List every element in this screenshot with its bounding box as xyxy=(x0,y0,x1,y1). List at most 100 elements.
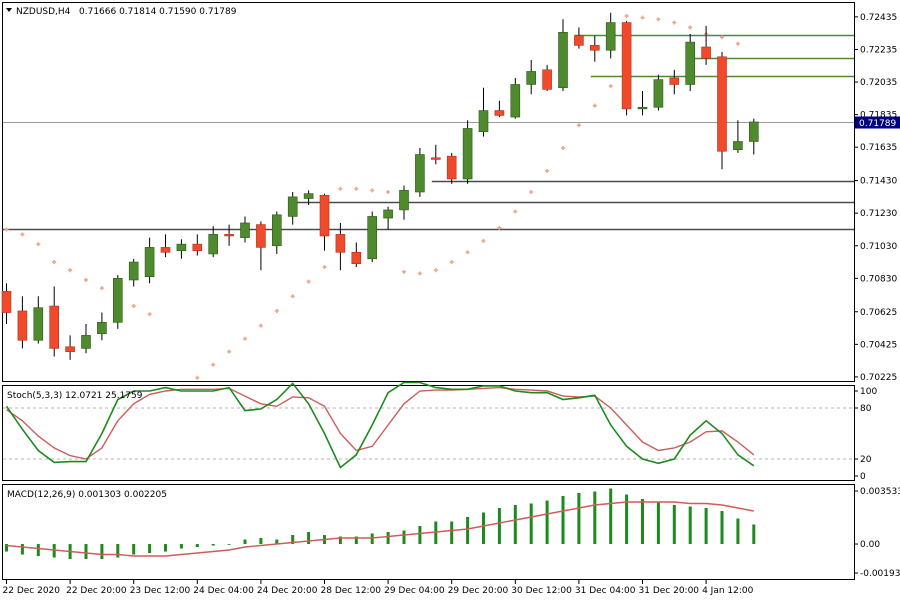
sar-point xyxy=(720,35,724,40)
price-tick-label: 0.72035 xyxy=(860,78,897,88)
sar-point xyxy=(465,250,470,255)
ohlc-readout: 0.71666 0.71814 0.71590 0.71789 xyxy=(79,7,237,17)
time-tick-label: 23 Dec 12:00 xyxy=(130,586,191,596)
stochastic-plot xyxy=(3,381,854,469)
macd-histogram-bar xyxy=(688,506,692,545)
stochastic-signal-line xyxy=(6,386,755,460)
sar-point xyxy=(99,286,104,291)
sar-point xyxy=(497,225,502,230)
sar-point xyxy=(68,268,73,273)
sar-point xyxy=(640,15,645,20)
current-price-badge xyxy=(855,116,900,129)
macd-histogram-bar xyxy=(211,544,215,546)
bear-candle xyxy=(589,45,600,51)
macd-histogram-bar xyxy=(672,505,676,545)
macd-histogram-bar xyxy=(577,492,581,545)
price-tick-label: 0.71635 xyxy=(860,143,897,153)
price-tick-label: 0.70425 xyxy=(860,340,897,350)
bull-candle xyxy=(271,214,282,247)
bear-candle xyxy=(717,56,727,152)
bull-candle xyxy=(478,110,489,133)
macd-histogram-bar xyxy=(52,544,56,558)
bear-candle xyxy=(224,234,234,237)
sar-point xyxy=(84,277,88,282)
sar-point xyxy=(4,227,9,232)
sar-point xyxy=(36,242,41,247)
sar-point xyxy=(624,14,629,19)
bull-candle xyxy=(462,128,473,180)
bull-candle xyxy=(383,209,393,219)
macd-histogram-bar xyxy=(593,491,597,545)
time-axis: 22 Dec 2020 22 Dec 20:00 23 Dec 12:00 24 De… xyxy=(3,580,754,596)
time-tick-label: 28 Dec 12:00 xyxy=(321,586,382,596)
stochastic-axis: 100 80 20 0 xyxy=(854,387,877,482)
macd-histogram-bar xyxy=(529,503,533,545)
macd-histogram-bar xyxy=(243,539,247,545)
stochastic-tick-label: 100 xyxy=(860,387,877,397)
time-tick-label: 31 Dec 20:00 xyxy=(639,586,700,596)
sar-point xyxy=(608,84,613,89)
bull-candle xyxy=(208,234,218,255)
macd-tick-label: 0.003533 xyxy=(860,487,900,497)
bear-candle xyxy=(494,110,505,116)
bull-candle xyxy=(399,190,409,211)
price-tick-label: 0.70830 xyxy=(860,274,897,284)
macd-tick-label: -0.001933 xyxy=(860,569,900,579)
macd-histogram-bar xyxy=(291,535,295,545)
bull-candle xyxy=(287,196,298,217)
bull-candle xyxy=(176,243,187,251)
macd-histogram-bar xyxy=(307,532,311,545)
sar-point xyxy=(243,336,247,341)
macd-histogram-bar xyxy=(179,544,183,549)
macd-histogram-bar xyxy=(720,511,724,545)
sar-point xyxy=(258,323,263,328)
bear-candle xyxy=(542,69,552,90)
macd-tick-label: 0.00 xyxy=(860,540,880,550)
macd-histogram-bar xyxy=(656,502,660,545)
chart-menu-triangle-icon[interactable] xyxy=(6,8,12,12)
price-panel[interactable] xyxy=(2,2,855,382)
sar-point xyxy=(735,41,740,46)
bear-candle xyxy=(621,22,632,110)
bull-candle xyxy=(605,22,616,51)
sar-point xyxy=(449,260,454,265)
macd-label: MACD(12,26,9) 0.001303 0.002205 xyxy=(7,490,167,500)
sar-point xyxy=(338,186,343,191)
macd-histogram-bar xyxy=(275,539,279,545)
bear-candle xyxy=(160,247,171,253)
bull-candle xyxy=(637,106,648,110)
macd-histogram-bar xyxy=(513,505,517,545)
price-tick-label: 0.71030 xyxy=(860,242,897,252)
bear-candle xyxy=(65,346,75,352)
sar-point xyxy=(195,375,200,380)
macd-histogram-bar xyxy=(482,512,485,545)
bull-candle xyxy=(128,261,139,281)
time-tick-label: 24 Dec 20:00 xyxy=(257,586,318,596)
bear-candle xyxy=(669,77,680,85)
price-tick-label: 0.71835 xyxy=(860,111,897,121)
macd-histogram-bar xyxy=(84,544,88,560)
time-tick-label: 29 Dec 04:00 xyxy=(384,586,445,596)
macd-histogram-bar xyxy=(450,521,454,545)
time-tick-label: 24 Dec 04:00 xyxy=(193,586,254,596)
bull-candle xyxy=(526,71,537,85)
macd-histogram-bar xyxy=(195,544,199,548)
macd-histogram-bar xyxy=(561,495,565,545)
time-tick-label: 4 Jan 12:00 xyxy=(702,586,754,596)
macd-histogram-bar xyxy=(752,524,756,545)
bear-candle xyxy=(17,310,28,341)
sar-point xyxy=(306,279,311,284)
macd-signal-line xyxy=(6,501,754,557)
time-tick-label: 22 Dec 20:00 xyxy=(66,586,127,596)
macd-histogram-bar xyxy=(354,536,358,545)
sar-point xyxy=(211,362,216,367)
bull-candle xyxy=(653,79,664,108)
bull-candle xyxy=(733,141,743,150)
sar-point xyxy=(592,103,597,108)
stochastic-tick-label: 20 xyxy=(860,455,872,465)
sar-point xyxy=(147,312,152,317)
bull-candle xyxy=(367,216,378,260)
time-tick-label: 30 Dec 12:00 xyxy=(511,586,572,596)
bear-candle xyxy=(574,35,584,46)
